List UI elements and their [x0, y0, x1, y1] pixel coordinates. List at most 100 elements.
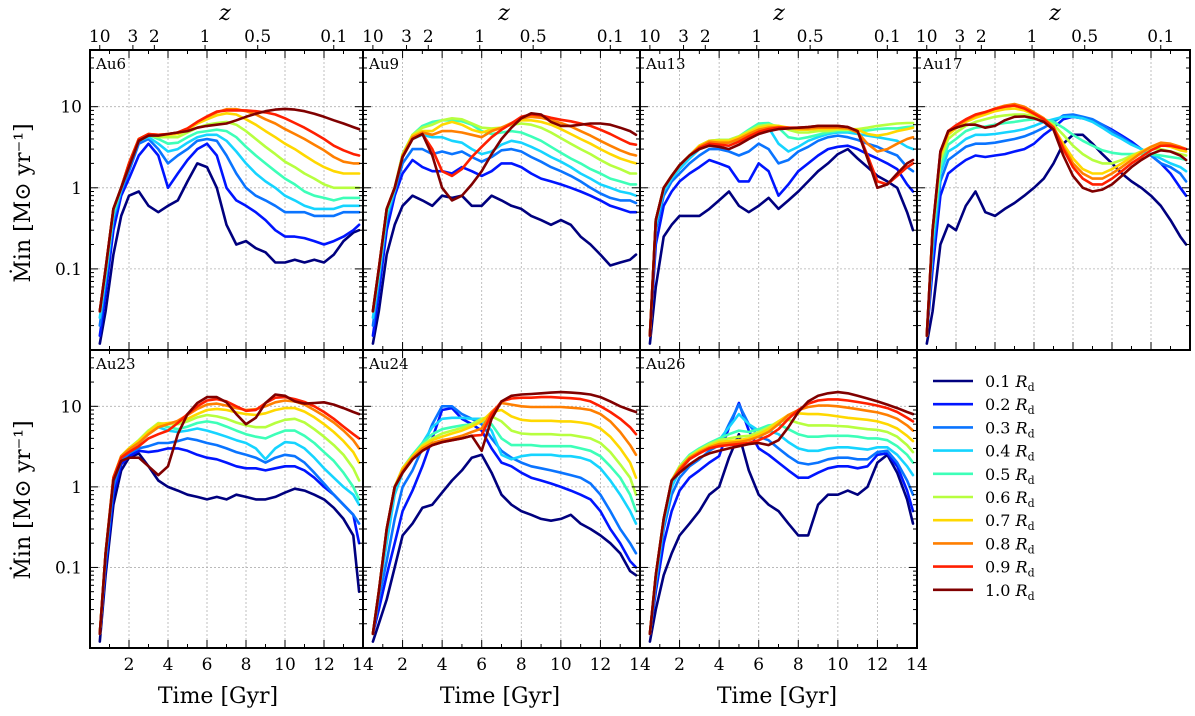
- xtick-label-14: 14: [352, 655, 374, 675]
- legend-value: 0.9: [985, 558, 1016, 577]
- legend-subscript: d: [1028, 543, 1035, 556]
- ticks-au6: [89, 49, 364, 351]
- line-au26-1-0-r-d: [648, 390, 915, 636]
- ticks-au17: [916, 49, 1191, 351]
- line-au6-0-1-r-d: [98, 162, 361, 345]
- xtick-label-12: 12: [867, 655, 889, 675]
- grid-au26: [640, 350, 918, 648]
- series-au13: [648, 121, 915, 345]
- ticks-au26: [639, 349, 918, 649]
- legend-label-0-4-r-d: 0.4 Rd: [985, 442, 1035, 464]
- legend-item-0-7-r-d: 0.7 Rd: [933, 511, 1035, 533]
- panel-label-au6: Au6: [95, 55, 126, 73]
- legend-label-0-8-r-d: 0.8 Rd: [985, 534, 1035, 556]
- line-au9-0-3-r-d: [371, 147, 638, 327]
- line-au24-0-4-r-d: [371, 416, 638, 636]
- panel-label-au23: Au23: [95, 355, 136, 373]
- legend-subscript: d: [1028, 404, 1035, 417]
- xtick-label-2: 2: [674, 655, 685, 675]
- legend-subscript: d: [1028, 381, 1035, 394]
- legend-item-0-6-r-d: 0.6 Rd: [933, 488, 1035, 510]
- ztick-label-1: 1: [200, 27, 211, 47]
- line-au17-0-7-r-d: [925, 107, 1188, 338]
- grid-au13: [640, 50, 918, 350]
- ztick-label-10: 10: [362, 27, 384, 47]
- legend-label-0-1-r-d: 0.1 Rd: [985, 372, 1035, 394]
- legend-value: 1.0: [985, 581, 1016, 600]
- legend-label-0-6-r-d: 0.6 Rd: [985, 488, 1035, 510]
- legend-label-0-5-r-d: 0.5 Rd: [985, 465, 1035, 487]
- panel-au6: Au6 0.1 1 10 10 3 2 1 0.5 0.1: [55, 27, 364, 351]
- legend-symbol: R: [1015, 418, 1028, 437]
- legend-subscript: d: [1028, 497, 1035, 510]
- xtick-label-12: 12: [590, 655, 612, 675]
- legend-value: 0.4: [985, 442, 1016, 461]
- xtick-label-10: 10: [274, 655, 296, 675]
- y-axis-label-bottom: Ṁin [M⊙ yr⁻¹]: [9, 420, 36, 579]
- legend-subscript: d: [1028, 474, 1035, 487]
- ztick-label-2: 2: [423, 27, 434, 47]
- ztick-label-10: 10: [639, 27, 661, 47]
- line-au6-0-2-r-d: [98, 142, 361, 338]
- ytick-label-0-1: 0.1: [55, 260, 82, 280]
- xtick-label-2: 2: [397, 655, 408, 675]
- panel-label-au9: Au9: [368, 55, 399, 73]
- y-axis-labels: Ṁin [M⊙ yr⁻¹] Ṁin [M⊙ yr⁻¹]: [9, 123, 36, 579]
- line-au17-1-0-r-d: [925, 115, 1188, 338]
- line-au23-0-3-r-d: [98, 437, 361, 636]
- xtick-label-8: 8: [516, 655, 527, 675]
- series-au17: [925, 102, 1188, 345]
- ztick-label-2: 2: [700, 27, 711, 47]
- ytick-label-1: 1: [71, 478, 82, 498]
- ticks-au24: [362, 349, 641, 649]
- legend-value: 0.5: [985, 465, 1016, 484]
- legend-item-0-3-r-d: 0.3 Rd: [933, 418, 1035, 440]
- legend-subscript: d: [1028, 590, 1035, 603]
- line-au24-1-0-r-d: [371, 390, 638, 636]
- legend-symbol: R: [1015, 558, 1028, 577]
- line-au9-0-1-r-d: [371, 194, 638, 345]
- legend-subscript: d: [1028, 451, 1035, 464]
- z-axis-label-4: z: [1048, 1, 1061, 26]
- legend-subscript: d: [1028, 567, 1035, 580]
- xtick-label-10: 10: [550, 655, 572, 675]
- series-au9: [371, 112, 638, 345]
- panel-label-au26: Au26: [645, 355, 686, 373]
- xtick-label-10: 10: [827, 655, 849, 675]
- xtick-label-6: 6: [753, 655, 764, 675]
- line-au13-1-0-r-d: [648, 124, 915, 338]
- grid-au17: [917, 50, 1191, 350]
- line-au17-0-9-r-d: [925, 104, 1188, 338]
- legend-label-1-0-r-d: 1.0 Rd: [985, 581, 1035, 603]
- line-au6-1-0-r-d: [98, 107, 361, 313]
- z-axis-label-3: z: [772, 1, 785, 26]
- xtick-label-6: 6: [476, 655, 487, 675]
- ytick-label-0-1: 0.1: [55, 558, 82, 578]
- line-au23-0-1-r-d: [98, 452, 361, 643]
- ztick-label-3: 3: [678, 27, 689, 47]
- series-au23: [98, 393, 361, 643]
- ztick-label-3: 3: [127, 27, 138, 47]
- line-au24-0-9-r-d: [371, 395, 638, 636]
- ztick-label-1: 1: [474, 27, 485, 47]
- legend: 0.1 Rd0.2 Rd0.3 Rd0.4 Rd0.5 Rd0.6 Rd0.7 …: [933, 372, 1035, 603]
- line-au23-0-8-r-d: [98, 399, 361, 636]
- ztick-label-0-1: 0.1: [874, 27, 901, 47]
- legend-value: 0.1: [985, 372, 1016, 391]
- frame-au13: [639, 49, 918, 351]
- ztick-label-10: 10: [89, 27, 111, 47]
- ytick-label-1: 1: [71, 179, 82, 199]
- x-axis-label-2: Time [Gyr]: [440, 684, 560, 709]
- ztick-label-0-5: 0.5: [244, 27, 271, 47]
- ztick-label-1: 1: [751, 27, 762, 47]
- xtick-label-8: 8: [793, 655, 804, 675]
- series-au24: [371, 390, 638, 643]
- z-axis-label-1: z: [218, 1, 231, 26]
- xtick-label-4: 4: [714, 655, 725, 675]
- line-au13-0-3-r-d: [648, 134, 915, 338]
- ztick-label-0-5: 0.5: [520, 27, 547, 47]
- xtick-label-12: 12: [313, 655, 335, 675]
- line-au13-0-4-r-d: [648, 123, 915, 338]
- xtick-label-8: 8: [241, 655, 252, 675]
